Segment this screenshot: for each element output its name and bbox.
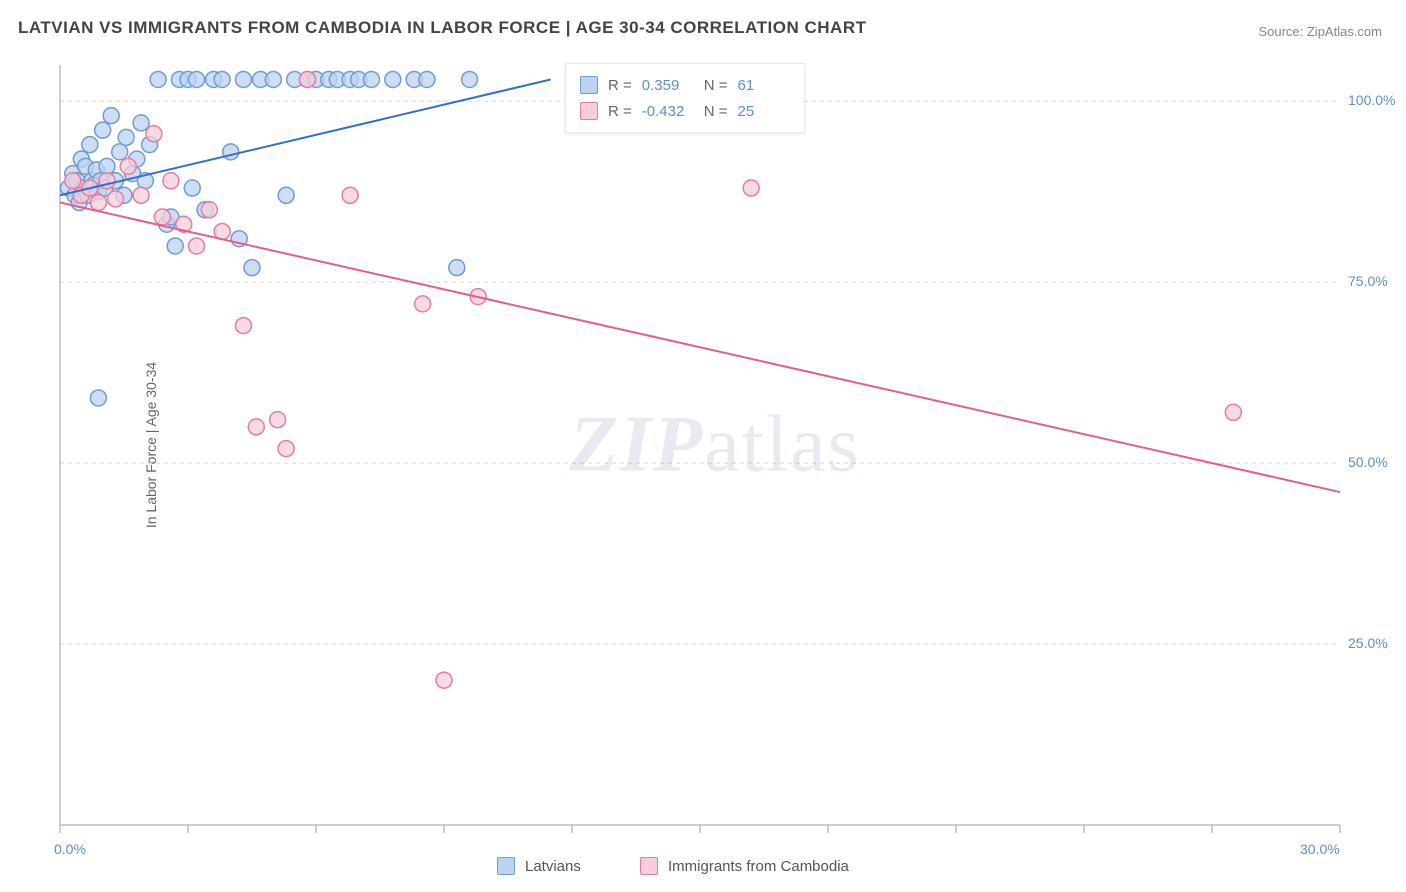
source-attribution: Source: ZipAtlas.com	[1258, 24, 1382, 39]
n-label: N =	[704, 77, 728, 94]
source-link[interactable]: ZipAtlas.com	[1307, 24, 1382, 39]
x-tick-label: 0.0%	[54, 841, 86, 857]
n-value: 61	[738, 77, 790, 94]
legend-item-cambodia: Immigrants from Cambodia	[640, 857, 849, 875]
legend-label: Immigrants from Cambodia	[668, 858, 849, 875]
r-value: 0.359	[642, 77, 694, 94]
y-tick-label: 25.0%	[1348, 635, 1388, 651]
correlation-stats-box: R = 0.359 N = 61 R = -0.432 N = 25	[565, 63, 805, 133]
chart-title: LATVIAN VS IMMIGRANTS FROM CAMBODIA IN L…	[18, 18, 866, 38]
x-tick-label: 30.0%	[1300, 841, 1340, 857]
legend-swatch	[497, 857, 515, 875]
legend-label: Latvians	[525, 858, 581, 875]
source-prefix: Source:	[1258, 24, 1306, 39]
y-tick-label: 75.0%	[1348, 273, 1388, 289]
scatter-plot	[50, 55, 1380, 835]
stats-row-cambodia: R = -0.432 N = 25	[580, 98, 790, 124]
legend-swatch	[580, 76, 598, 94]
plot-frame: In Labor Force | Age 30-34 ZIPatlas	[50, 55, 1380, 835]
stats-row-latvians: R = 0.359 N = 61	[580, 72, 790, 98]
legend-item-latvians: Latvians	[497, 857, 581, 875]
chart-container: LATVIAN VS IMMIGRANTS FROM CAMBODIA IN L…	[0, 0, 1406, 892]
n-label: N =	[704, 103, 728, 120]
n-value: 25	[738, 103, 790, 120]
legend-swatch	[640, 857, 658, 875]
legend-swatch	[580, 102, 598, 120]
y-tick-label: 100.0%	[1348, 92, 1395, 108]
r-value: -0.432	[642, 103, 694, 120]
y-tick-label: 50.0%	[1348, 454, 1388, 470]
r-label: R =	[608, 77, 632, 94]
r-label: R =	[608, 103, 632, 120]
